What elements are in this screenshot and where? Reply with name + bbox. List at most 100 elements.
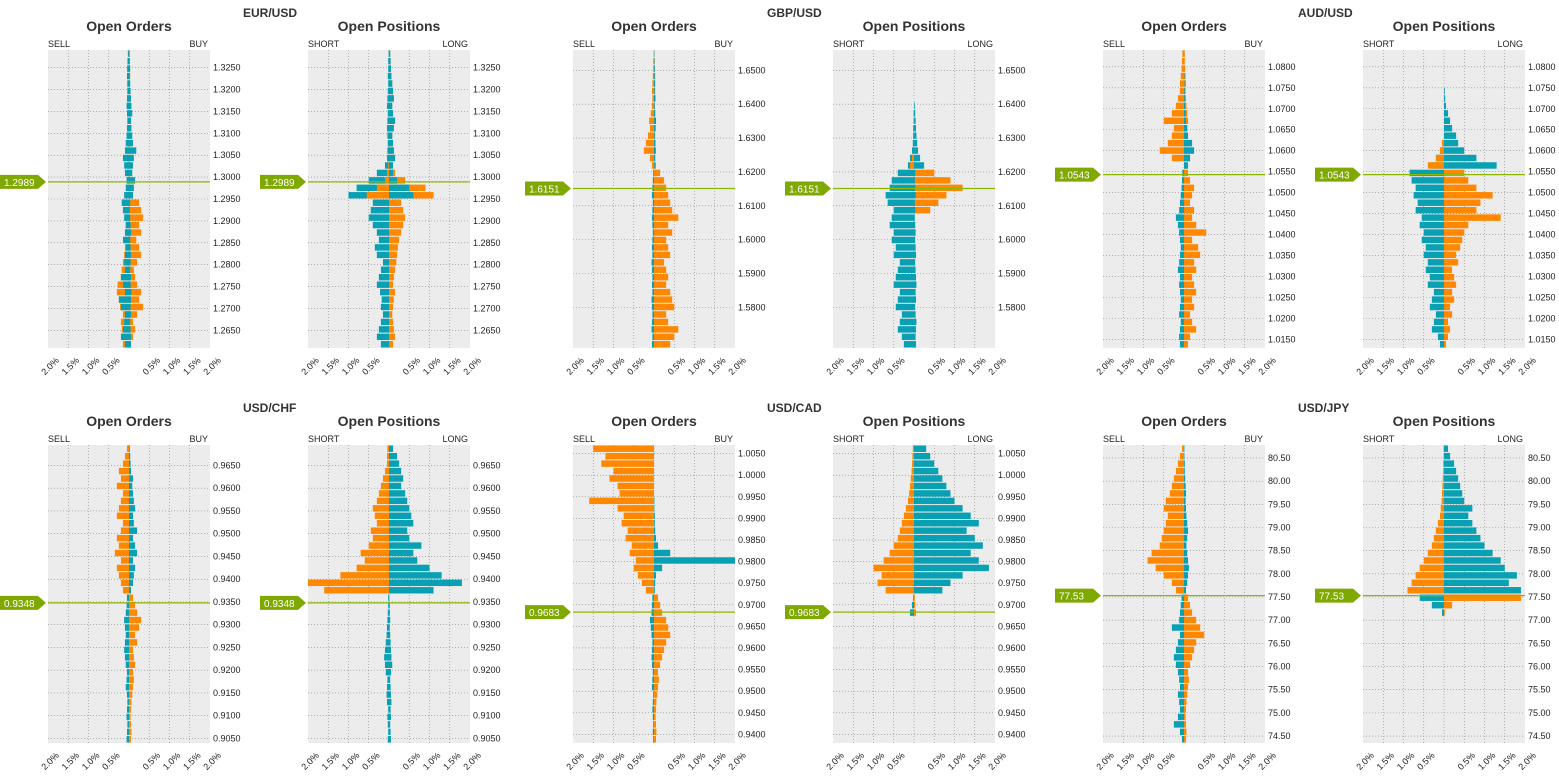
bar-buy <box>129 676 134 682</box>
bar-long <box>389 326 394 332</box>
x-tick-label: 1.5% <box>441 750 463 771</box>
bar-short <box>1414 192 1444 198</box>
y-tick-label: 0.9200 <box>473 665 501 675</box>
bar-buy <box>1184 736 1186 742</box>
bar-short <box>369 214 389 220</box>
bar-short <box>913 446 914 452</box>
bar-long-above <box>389 192 413 198</box>
bar-short-above <box>388 162 389 168</box>
bar-buy <box>129 624 139 630</box>
bar-long-above <box>1444 132 1456 138</box>
x-tick-label: 1.0% <box>340 750 362 771</box>
y-tick-label: 1.0300 <box>1528 272 1556 282</box>
y-tick-label: 79.50 <box>1528 499 1551 509</box>
bar-buy <box>129 595 133 601</box>
bar-short <box>888 200 914 206</box>
bar-short <box>896 304 914 310</box>
bar-buy-above <box>129 341 131 347</box>
bar-long <box>1444 542 1485 548</box>
bar-buy <box>129 304 143 310</box>
bar-sell-below <box>652 319 654 325</box>
y-tick-label: 0.9950 <box>738 492 766 502</box>
bar-sell <box>1174 475 1184 481</box>
x-tick-label: 1.0% <box>80 750 102 771</box>
bar-sell-below <box>126 140 129 146</box>
bar-buy-above <box>129 513 133 519</box>
bar-buy <box>654 252 670 258</box>
bar-buy <box>654 267 666 273</box>
bar-buy-above <box>129 557 133 563</box>
bar-long <box>914 535 975 541</box>
y-tick-label: 1.2850 <box>213 238 241 248</box>
bar-sell-below <box>1179 207 1184 213</box>
bar-long <box>1444 498 1464 504</box>
bar-sell-below <box>1180 609 1184 615</box>
bar-buy-above <box>129 185 134 191</box>
y-tick-label: 0.9600 <box>473 483 501 493</box>
side-label-right: BUY <box>714 39 733 49</box>
side-label-left: SELL <box>1103 434 1125 444</box>
bar-buy-above <box>1184 475 1185 481</box>
bar-long <box>1444 557 1501 563</box>
y-tick-label: 1.0600 <box>1268 146 1296 156</box>
bar-buy-above <box>129 58 130 64</box>
bar-long <box>389 542 421 548</box>
side-label-right: LONG <box>1497 39 1523 49</box>
bar-buy <box>1184 684 1188 690</box>
y-tick-label: 1.2800 <box>473 260 501 270</box>
bar-short <box>387 125 389 131</box>
bar-buy-above <box>129 229 131 235</box>
bar-long-above <box>389 95 394 101</box>
bar-buy-above <box>1184 587 1186 593</box>
x-tick-label: 2.0% <box>1094 355 1116 377</box>
x-tick-label: 0.5% <box>360 750 382 771</box>
bar-sell <box>123 520 129 526</box>
bar-long-below <box>389 669 391 675</box>
y-tick-label: 1.3250 <box>473 63 501 73</box>
bar-long <box>389 207 403 213</box>
bar-short <box>379 237 389 243</box>
open-orders-title: Open Orders <box>86 18 172 34</box>
bar-sell-below <box>123 207 129 213</box>
bar-sell-below <box>127 676 129 682</box>
bar-short <box>383 311 389 317</box>
bar-long <box>389 229 401 235</box>
bar-buy <box>1184 229 1206 235</box>
bar-sell <box>1160 147 1184 153</box>
bar-long <box>389 453 397 459</box>
bar-long <box>389 527 407 533</box>
x-tick-label: 0.5% <box>885 750 907 771</box>
bar-short <box>1434 319 1444 325</box>
bar-short <box>379 326 389 332</box>
bar-long-below <box>389 647 391 653</box>
y-tick-label: 0.9500 <box>473 529 501 539</box>
y-tick-label: 1.0300 <box>1268 272 1296 282</box>
bar-sell <box>1172 483 1184 489</box>
bar-short <box>878 580 914 586</box>
bar-sell-below <box>127 736 129 742</box>
bar-sell-below <box>652 662 654 668</box>
y-tick-label: 1.0450 <box>1528 209 1556 219</box>
y-tick-label: 1.6500 <box>998 65 1026 75</box>
bar-sell-below <box>125 311 129 317</box>
bar-short <box>387 155 389 161</box>
y-tick-label: 0.9550 <box>473 506 501 516</box>
bar-long-above <box>914 125 916 131</box>
bar-sell <box>620 490 654 496</box>
bar-buy-above <box>654 132 655 138</box>
open-positions-title: Open Positions <box>338 18 441 34</box>
bar-short <box>894 229 914 235</box>
bar-long-below <box>1444 609 1445 615</box>
bar-buy <box>654 229 672 235</box>
bar-short <box>912 147 914 153</box>
bar-buy-above <box>654 118 656 124</box>
bar-buy-above <box>129 550 137 556</box>
y-tick-label: 1.0500 <box>1528 188 1556 198</box>
current-price-label: 1.6151 <box>789 185 820 196</box>
bar-buy-above <box>129 289 131 295</box>
bar-sell-below <box>123 237 129 243</box>
bar-buy-above <box>129 244 131 250</box>
bar-sell <box>646 587 654 593</box>
bar-short <box>902 334 914 340</box>
